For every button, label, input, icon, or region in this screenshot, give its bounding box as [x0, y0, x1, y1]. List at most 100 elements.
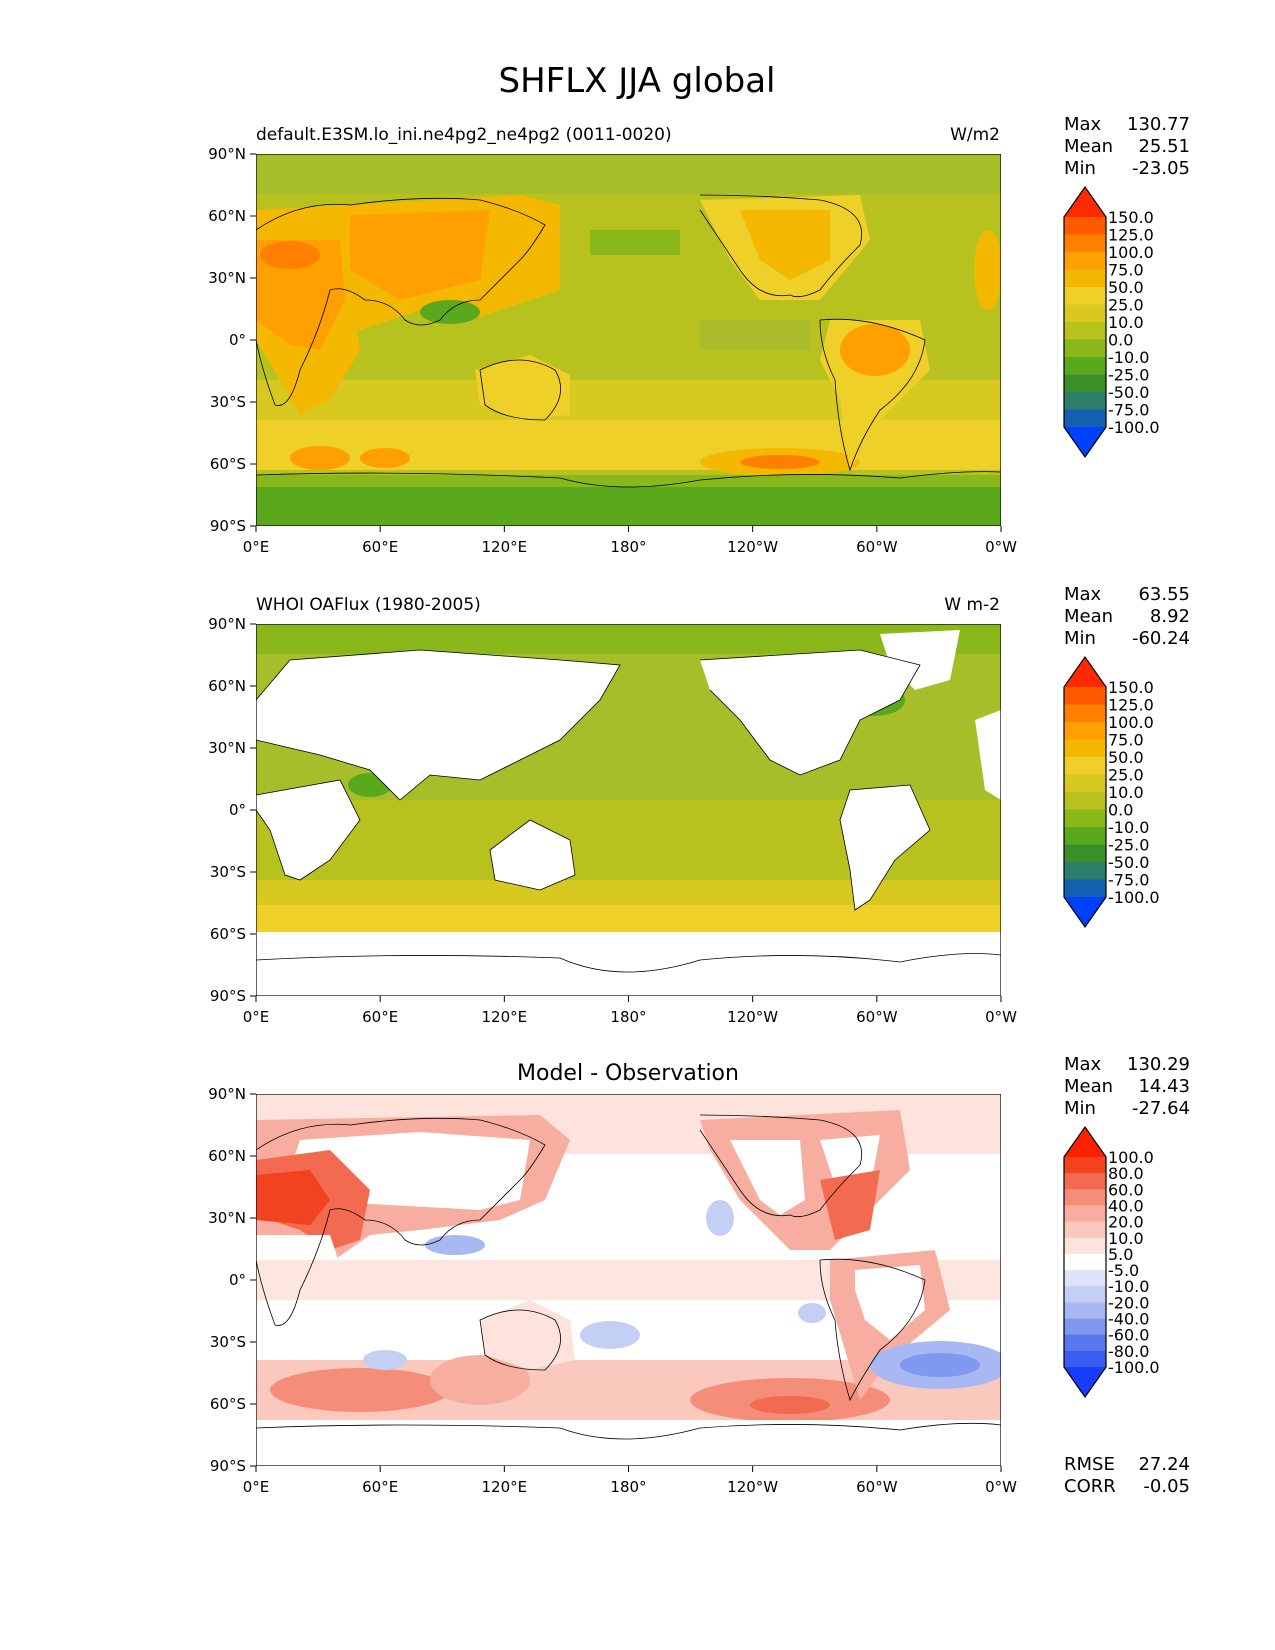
panel-model-subtitle-left: default.E3SM.lo_ini.ne4pg2_ne4pg2 (0011-… — [256, 125, 672, 145]
obs-arctic — [256, 624, 1001, 654]
model-australia — [475, 355, 570, 420]
diff-stat-value: 14.43 — [1138, 1076, 1190, 1097]
obs-xtick-label: 0°E — [243, 1008, 270, 1026]
obs-colorbar-segment — [1064, 739, 1106, 758]
obs-colorbar-label: 75.0 — [1108, 731, 1144, 750]
model-ytick-label: 0° — [229, 331, 246, 349]
model-xtick-label: 60°E — [362, 538, 398, 556]
obs-ytick-label: 0° — [229, 801, 246, 819]
diff-xtick-label: 0°W — [985, 1478, 1017, 1496]
diff-colorbar-segment — [1064, 1302, 1106, 1320]
diff-xtick-label: 180° — [610, 1478, 646, 1496]
diff-southern-ocean-indian — [270, 1368, 450, 1412]
model-colorbar-label: 25.0 — [1108, 296, 1144, 315]
diff-stat-value: 130.29 — [1127, 1054, 1190, 1075]
diff-indian-low — [363, 1350, 407, 1370]
model-antarctica — [256, 485, 1001, 526]
obs-colorbar-segment — [1064, 844, 1106, 863]
diff-xtick-label: 60°E — [362, 1478, 398, 1496]
model-stat-label: Max — [1064, 114, 1102, 135]
obs-colorbar-label: -75.0 — [1108, 871, 1149, 890]
obs-colorbar-segment — [1064, 687, 1106, 705]
panel-model-map — [256, 154, 1001, 526]
diff-indian-subtropics — [430, 1355, 530, 1405]
diff-south-atlantic-low-core — [900, 1353, 980, 1377]
obs-colorbar-label: 25.0 — [1108, 766, 1144, 785]
model-xtick-label: 120°E — [482, 538, 528, 556]
obs-xtick-label: 0°W — [985, 1008, 1017, 1026]
obs-colorbar-segment — [1064, 879, 1106, 898]
obs-colorbar-label: 125.0 — [1108, 696, 1154, 715]
diff-stat-label: Max — [1064, 1054, 1102, 1075]
diff-xtick-label: 120°W — [727, 1478, 778, 1496]
diff-colorbar-label: -100.0 — [1108, 1358, 1160, 1377]
model-colorbar-segment — [1064, 252, 1106, 270]
model-ytick-label: 60°S — [210, 455, 246, 473]
model-arctic — [256, 154, 1001, 194]
diff-colorbar-segment — [1064, 1221, 1106, 1239]
diff-stat-value: -27.64 — [1132, 1098, 1190, 1119]
obs-xtick-label: 60°E — [362, 1008, 398, 1026]
model-colorbar-label: -25.0 — [1108, 366, 1149, 385]
model-colorbar-segment — [1064, 374, 1106, 393]
obs-south-america-mask — [840, 785, 930, 910]
panel-obs-map — [256, 624, 1001, 996]
obs-coastlines — [256, 649, 1001, 973]
model-southern-ocean-high-1 — [290, 446, 350, 470]
diff-colorbar-segment — [1064, 1253, 1106, 1271]
obs-colorbar-label: -50.0 — [1108, 853, 1149, 872]
obs-stat-label: Max — [1064, 584, 1102, 605]
obs-australia-mask — [490, 820, 575, 890]
obs-ytick-label: 30°S — [210, 863, 246, 881]
diff-europe-max-core — [256, 1170, 330, 1225]
obs-colorbar-segment — [1064, 757, 1106, 775]
diff-ytick-label: 90°N — [208, 1085, 246, 1103]
model-mediterranean-max — [260, 241, 320, 269]
diff-colorbar-label: 40.0 — [1108, 1196, 1144, 1215]
model-colorbar-segment — [1064, 339, 1106, 358]
model-southern-ocean-high-4 — [740, 455, 820, 469]
diff-extra-stat-label: RMSE — [1064, 1454, 1115, 1475]
model-colorbar-label: 100.0 — [1108, 243, 1154, 262]
obs-xtick-label: 120°E — [482, 1008, 528, 1026]
diff-ytick-label: 0° — [229, 1271, 246, 1289]
diff-south-america-nodata — [855, 1265, 925, 1340]
obs-stat-label: Min — [1064, 628, 1096, 649]
model-ytick-label: 90°S — [210, 517, 246, 535]
diff-colorbar-label: -60.0 — [1108, 1326, 1149, 1345]
model-xtick-label: 60°W — [856, 538, 898, 556]
model-colorbar-label: 150.0 — [1108, 208, 1154, 227]
obs-colorbar-label: 0.0 — [1108, 801, 1133, 820]
obs-colorbar-segment — [1064, 827, 1106, 845]
obs-xtick-label: 60°W — [856, 1008, 898, 1026]
diff-xtick-label: 0°E — [243, 1478, 270, 1496]
model-xtick-label: 180° — [610, 538, 646, 556]
diff-extra-stat-value: -0.05 — [1143, 1476, 1190, 1497]
model-ytick-label: 30°N — [208, 269, 246, 287]
obs-colorbar-top-extend — [1064, 657, 1106, 687]
model-indonesia-low — [420, 300, 480, 324]
diff-colorbar-label: 5.0 — [1108, 1245, 1133, 1264]
obs-colorbar-segment — [1064, 722, 1106, 740]
obs-colorbar-segment — [1064, 862, 1106, 880]
model-ytick-label: 30°S — [210, 393, 246, 411]
model-north-america-hot — [740, 210, 830, 280]
model-colorbar-segment — [1064, 287, 1106, 305]
model-colorbar-segment — [1064, 234, 1106, 253]
diff-xtick-label: 60°W — [856, 1478, 898, 1496]
diff-north-america-nodata — [730, 1140, 805, 1215]
diff-eastern-pacific-low — [798, 1303, 826, 1323]
diff-ytick-label: 60°S — [210, 1395, 246, 1413]
diff-ytick-label: 30°S — [210, 1333, 246, 1351]
diff-colorbar-label: -10.0 — [1108, 1277, 1149, 1296]
diff-colorbar-label: 80.0 — [1108, 1164, 1144, 1183]
diff-colorbar-segment — [1064, 1350, 1106, 1368]
obs-xtick-label: 120°W — [727, 1008, 778, 1026]
obs-greenland-mask — [880, 630, 960, 690]
diff-colorbar-label: -5.0 — [1108, 1261, 1139, 1280]
obs-ytick-label: 90°S — [210, 987, 246, 1005]
model-xtick-label: 120°W — [727, 538, 778, 556]
model-colorbar-segment — [1064, 217, 1106, 235]
obs-eurasia-mask — [256, 650, 620, 800]
